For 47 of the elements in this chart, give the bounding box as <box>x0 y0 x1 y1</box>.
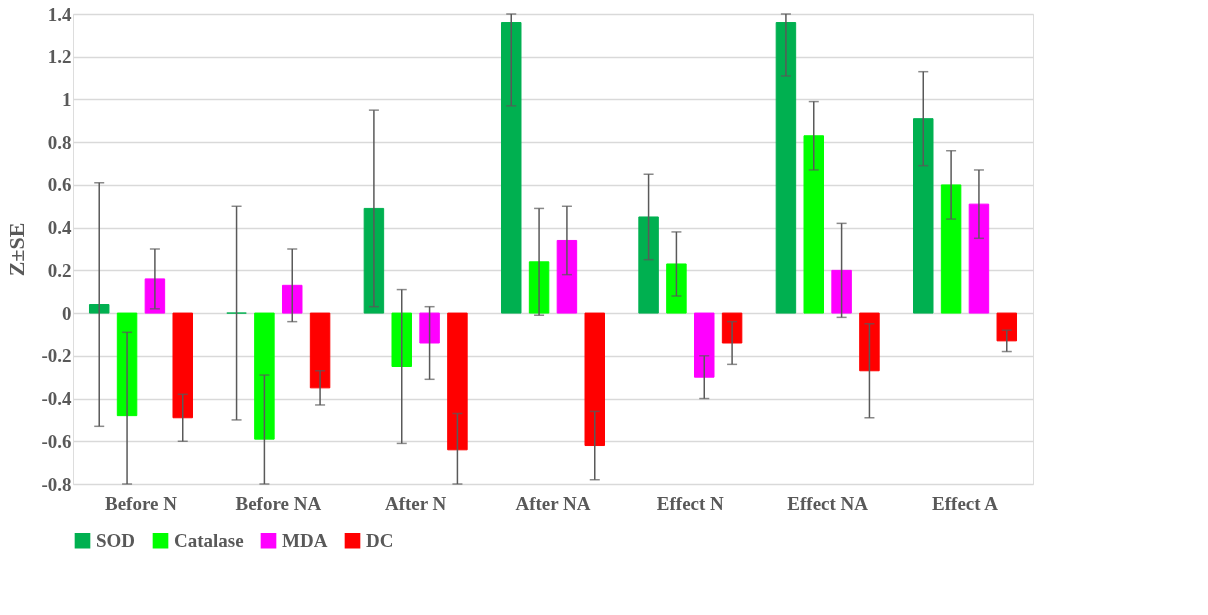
y-axis-title: Z±SE <box>4 222 30 277</box>
x-tick-label: Effect N <box>656 492 725 514</box>
bar <box>556 239 578 314</box>
bar <box>172 312 193 419</box>
y-tick-label: 0.2 <box>47 259 72 281</box>
legend-label: DC <box>366 529 394 551</box>
bar <box>254 312 275 440</box>
bar <box>775 22 797 314</box>
bar <box>88 304 110 314</box>
x-tick-label: After N <box>384 492 447 514</box>
legend-label: Catalase <box>174 529 244 551</box>
bar <box>721 312 743 344</box>
x-tick-label: After NA <box>515 492 591 514</box>
y-tick-label: 0.4 <box>47 217 72 239</box>
x-tick-label: Effect A <box>932 492 999 514</box>
bar <box>913 118 934 314</box>
bar <box>501 22 522 314</box>
bar <box>419 312 440 344</box>
bar <box>282 284 303 314</box>
bar <box>309 312 331 389</box>
y-tick-label: 0.8 <box>47 131 72 153</box>
y-tick-label: 1.2 <box>47 46 72 68</box>
bar <box>447 312 468 451</box>
bar <box>638 216 659 314</box>
bar <box>940 184 962 314</box>
x-tick-label: Before N <box>105 492 178 514</box>
y-tick-label: -0.2 <box>41 345 72 367</box>
bar <box>968 203 990 314</box>
x-tick-label: Effect NA <box>787 492 869 514</box>
y-tick-label: 1.4 <box>47 3 72 25</box>
bar <box>666 263 687 314</box>
legend-label: MDA <box>282 529 328 551</box>
y-tick-label: 1 <box>62 88 72 110</box>
y-tick-label: -0.6 <box>41 430 72 452</box>
bar <box>859 312 880 372</box>
bar <box>694 312 715 378</box>
bar <box>803 135 824 314</box>
bar <box>584 312 605 447</box>
bar <box>996 312 1018 342</box>
x-tick-label: Before NA <box>235 492 322 514</box>
y-tick-label: 0 <box>62 302 72 324</box>
y-tick-label: 0.6 <box>47 174 72 196</box>
bar <box>391 312 412 367</box>
bar <box>116 312 138 417</box>
y-tick-label: -0.4 <box>41 388 72 410</box>
legend-label: SOD <box>96 529 136 551</box>
y-tick-label: -0.8 <box>41 473 72 495</box>
